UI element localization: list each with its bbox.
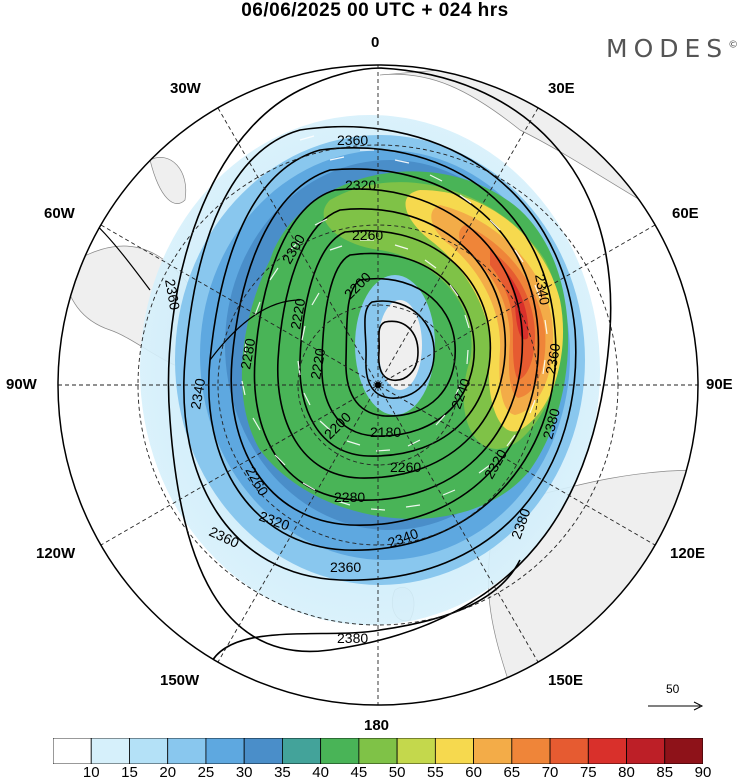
colorbar-swatch bbox=[473, 738, 513, 764]
contour-label: 2380 bbox=[337, 630, 368, 646]
colorbar-tick-label: 70 bbox=[541, 764, 559, 781]
lon-label-120e: 120E bbox=[670, 545, 706, 562]
wind-vectors bbox=[241, 135, 548, 511]
colorbar-swatch bbox=[53, 738, 92, 764]
colorbar-tick-label: 45 bbox=[350, 764, 368, 781]
map-border bbox=[57, 64, 699, 706]
north-pole-marker bbox=[375, 382, 381, 388]
brand-logo: MODES© bbox=[606, 34, 738, 63]
contour-label: 2360 bbox=[337, 132, 368, 148]
colorbar-tick-label: 55 bbox=[427, 764, 444, 781]
colorbar-tick-label: 10 bbox=[82, 764, 100, 781]
colorbar-tick-label: 60 bbox=[465, 764, 482, 781]
contour-label: 2380 bbox=[539, 406, 563, 440]
colorbar-tick-label: 90 bbox=[694, 764, 712, 781]
colorbar bbox=[53, 738, 703, 764]
colorbar-tick-label: 50 bbox=[388, 764, 406, 781]
height-contours bbox=[59, 67, 612, 666]
colorbar-tick-label: 65 bbox=[503, 764, 521, 781]
contour-label: 2340 bbox=[532, 273, 553, 307]
lon-label-60e: 60E bbox=[672, 205, 699, 222]
colorbar-swatch bbox=[434, 738, 474, 764]
colorbar-swatch bbox=[396, 738, 436, 764]
copyright-mark: © bbox=[728, 39, 739, 51]
colorbar-swatch bbox=[129, 738, 169, 764]
contour-label: 2360 bbox=[542, 342, 563, 376]
contour-label: 2280 bbox=[237, 337, 258, 371]
colorbar-tick-label: 15 bbox=[121, 764, 138, 781]
contour-label: 2260 bbox=[390, 459, 421, 475]
contour-label: 2220 bbox=[307, 347, 328, 381]
colorbar-tick-label: 80 bbox=[618, 764, 635, 781]
contour-label: 2360 bbox=[330, 559, 361, 575]
colorbar-tick-label: 85 bbox=[656, 764, 674, 781]
lon-label-0: 0 bbox=[371, 34, 380, 51]
lon-label-90e: 90E bbox=[706, 376, 733, 393]
colorbar-swatch bbox=[358, 738, 398, 764]
colorbar-swatch bbox=[205, 738, 245, 764]
contour-label: 2360 bbox=[162, 278, 183, 312]
contour-label: 2340 bbox=[187, 377, 208, 411]
lon-label-120w: 120W bbox=[36, 545, 76, 562]
lon-label-30w: 30W bbox=[170, 80, 201, 97]
lon-label-150w: 150W bbox=[160, 672, 200, 689]
lon-label-90w: 90W bbox=[6, 376, 37, 393]
map-title: 06/06/2025 00 UTC + 024 hrs bbox=[241, 0, 509, 21]
brand-name: MODES bbox=[606, 34, 729, 63]
contour-label: 2260 bbox=[352, 227, 383, 243]
colorbar-swatch bbox=[664, 738, 703, 764]
colorbar-tick-label: 75 bbox=[579, 764, 597, 781]
lon-label-180: 180 bbox=[364, 717, 390, 734]
contour-label: 2220 bbox=[287, 297, 308, 331]
colorbar-tick-label: 35 bbox=[274, 764, 291, 781]
reference-vector bbox=[648, 701, 704, 711]
colorbar-tick-label: 25 bbox=[197, 764, 215, 781]
lon-label-150e: 150E bbox=[548, 672, 584, 689]
reference-vector-label: 50 bbox=[666, 682, 680, 696]
colorbar-tick-label: 40 bbox=[312, 764, 329, 781]
colorbar-tick-label: 30 bbox=[235, 764, 253, 781]
graticule bbox=[58, 65, 698, 705]
colorbar-swatch bbox=[90, 738, 130, 764]
lon-label-30e: 30E bbox=[548, 80, 575, 97]
contour-label: 2280 bbox=[334, 489, 365, 505]
contour-label: 2180 bbox=[370, 424, 401, 440]
colorbar-tick-label: 20 bbox=[159, 764, 177, 781]
contour-label: 2320 bbox=[345, 177, 376, 193]
colorbar-swatch bbox=[243, 738, 283, 764]
colorbar-swatch bbox=[587, 738, 627, 764]
colorbar-swatch bbox=[167, 738, 207, 764]
colorbar-swatch bbox=[511, 738, 551, 764]
colorbar-swatch bbox=[549, 738, 589, 764]
lon-label-60w: 60W bbox=[44, 205, 75, 222]
colorbar-swatch bbox=[320, 738, 360, 764]
colorbar-swatch bbox=[626, 738, 666, 764]
colorbar-swatch bbox=[282, 738, 322, 764]
